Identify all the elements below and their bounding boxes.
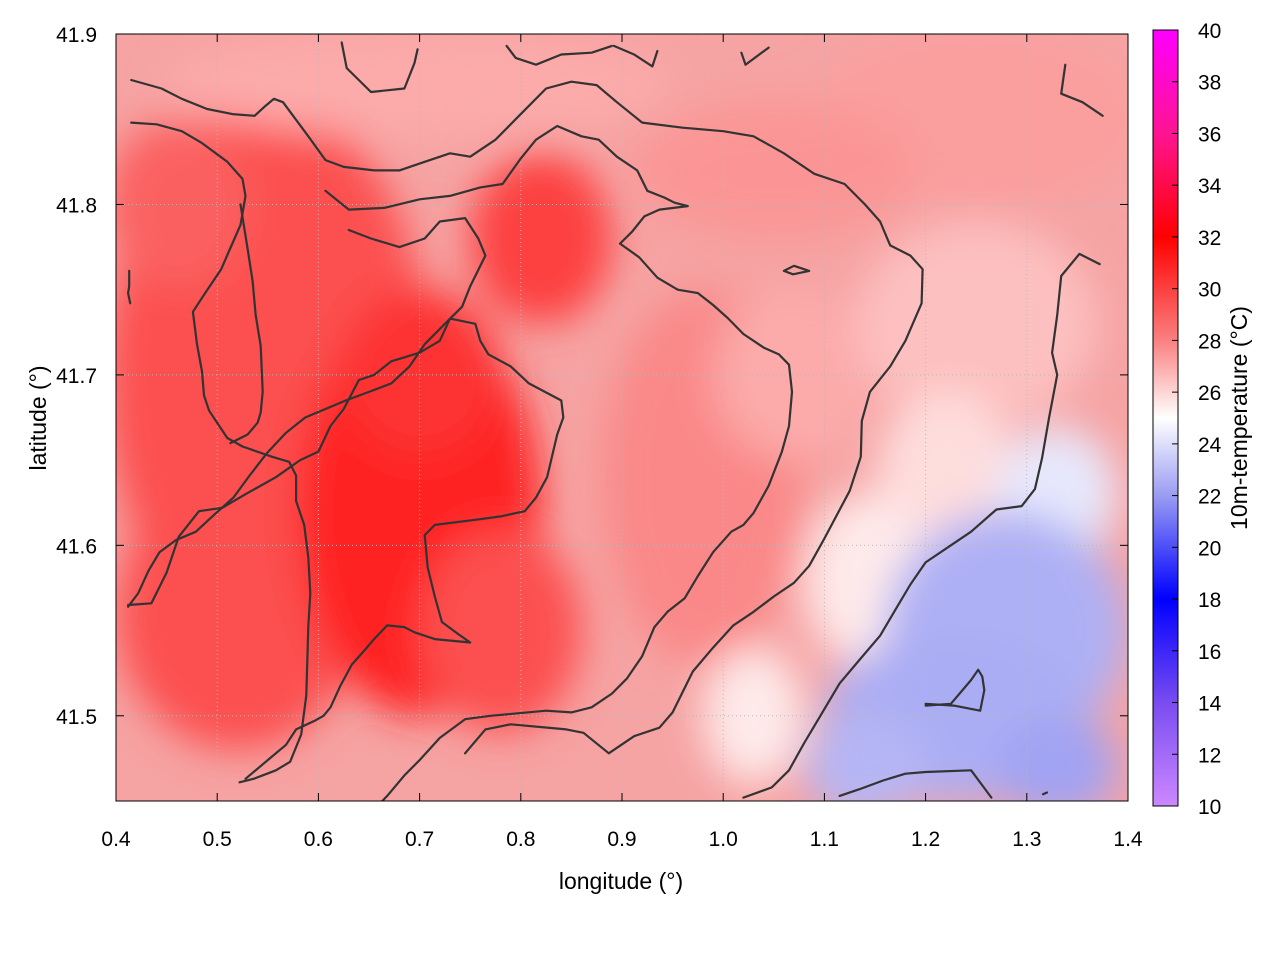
- x-tick-label: 0.9: [607, 828, 636, 851]
- contour-line: [838, 769, 993, 799]
- colorbar-tick-label: 32: [1198, 227, 1221, 250]
- contour-line: [740, 46, 770, 66]
- x-tick-label: 0.6: [304, 828, 333, 851]
- colorbar-scale: [1152, 29, 1179, 807]
- x-tick-label: 1.1: [810, 828, 839, 851]
- colorbar-tick-label: 20: [1198, 537, 1221, 560]
- contour-line: [742, 252, 1101, 799]
- colorbar-tick-label: 12: [1198, 744, 1221, 767]
- heatmap-cell: [470, 153, 612, 324]
- x-tick-label: 0.7: [405, 828, 434, 851]
- colorbar-tick-label: 40: [1198, 20, 1221, 43]
- y-tick-label: 41.8: [56, 194, 97, 217]
- heatmap-cell: [854, 221, 1098, 427]
- plot-area: 0.4 0.5 0.6 0.7 0.8 0.9 1.0 1.1 1.2 1.3 1.4 41.541…: [56, 24, 1143, 851]
- heatmap-cell: [632, 102, 916, 239]
- contour-line: [130, 121, 298, 503]
- heatmap-cell: [116, 119, 248, 290]
- colorbar-tick-label: 10: [1198, 796, 1221, 819]
- colorbar-tick-label: 30: [1198, 279, 1221, 302]
- grid-lines: [116, 34, 1128, 801]
- x-axis-ticks: 0.4 0.5 0.6 0.7 0.8 0.9 1.0 1.1 1.2 1.3 1.4: [101, 34, 1143, 851]
- contour-line: [924, 668, 986, 712]
- contour-line: [505, 44, 613, 66]
- heatmap-cell: [996, 715, 1118, 801]
- heatmap-cell: [713, 289, 875, 461]
- contour-line: [229, 203, 264, 445]
- x-tick-label: 0.4: [101, 828, 131, 851]
- colorbar-tick-label: 18: [1198, 589, 1221, 612]
- x-tick-label: 1.0: [709, 828, 738, 851]
- colorbar-tick-label: 26: [1198, 382, 1221, 405]
- y-tick-label: 41.7: [56, 365, 97, 388]
- contour-line: [127, 217, 487, 608]
- x-tick-label: 0.8: [506, 828, 535, 851]
- heatmap-cell: [419, 528, 582, 733]
- colorbar-tick-label: 16: [1198, 641, 1221, 664]
- x-tick-label: 1.3: [1012, 828, 1041, 851]
- y-tick-label: 41.5: [56, 706, 97, 729]
- colorbar-tick-label: 14: [1198, 693, 1222, 716]
- colorbar-tick-label: 36: [1198, 123, 1221, 146]
- contour-line: [238, 499, 312, 784]
- contour-line: [1060, 63, 1104, 117]
- y-tick-label: 41.9: [56, 24, 97, 47]
- contour-line: [612, 44, 659, 68]
- heatmap-cell: [702, 647, 805, 784]
- contour-line: [127, 269, 132, 305]
- contour-line: [130, 78, 924, 755]
- y-axis-title: latitude (°): [25, 365, 51, 470]
- x-axis-title: longitude (°): [559, 868, 683, 894]
- contour-line: [127, 317, 565, 780]
- colorbar-tick-label: 28: [1198, 330, 1221, 353]
- colorbar-tick-label: 22: [1198, 486, 1221, 509]
- colorbar-tick-label: 38: [1198, 72, 1221, 95]
- contour-line: [782, 264, 811, 276]
- contour-line: [324, 124, 794, 801]
- x-tick-label: 0.5: [203, 828, 232, 851]
- colorbar-ticks: 10 12 14 16 18 20 22 24 26 28 30 32 34 36 38 40: [1172, 20, 1222, 819]
- colorbar-tick-label: 34: [1198, 175, 1222, 198]
- heatmap-cell: [804, 715, 926, 801]
- colorbar: 10 12 14 16 18 20 22 24 26 28 30 32 34 36 38 40: [1152, 20, 1222, 819]
- contour-line: [340, 41, 419, 94]
- contour-lines: [127, 41, 1104, 801]
- colorbar-tick-label: 24: [1198, 434, 1222, 457]
- x-tick-label: 1.4: [1113, 828, 1143, 851]
- colorbar-title: 10m-temperature (°C): [1226, 306, 1252, 530]
- x-tick-label: 1.2: [911, 828, 940, 851]
- contour-line: [1041, 791, 1049, 796]
- y-axis-ticks: 41.5 41.6 41.7 41.8 41.9: [56, 24, 1128, 729]
- y-tick-label: 41.6: [56, 535, 97, 558]
